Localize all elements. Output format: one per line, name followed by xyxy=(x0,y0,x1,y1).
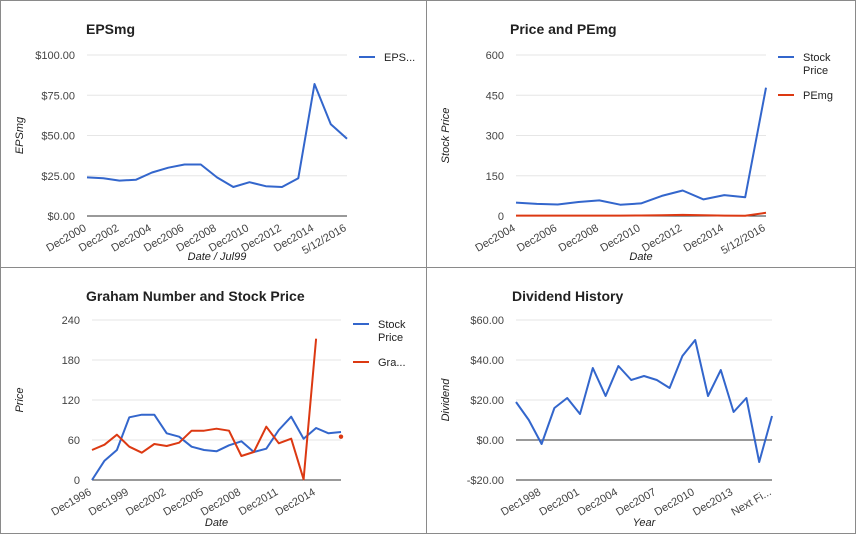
x-tick-label: Dec2013 xyxy=(691,486,735,518)
price-pe-chart-panel: Price and PEmg 0 150 300 450 600 Dec2004 Dec200… xyxy=(426,0,856,268)
y-tick-label: 240 xyxy=(62,315,80,327)
legend-label: Gra... xyxy=(378,357,406,369)
y-tick-label: 120 xyxy=(62,395,80,407)
x-tick-label: Dec2010 xyxy=(653,486,697,518)
y-tick-label: 60 xyxy=(68,435,80,447)
x-tick-label: Dec2005 xyxy=(161,486,205,518)
dividend-chart-panel: Dividend History -$20.00 $0.00 $20.00 $40.00… xyxy=(426,267,856,534)
y-tick-label: $40.00 xyxy=(470,355,504,367)
x-tick-label: Dec1999 xyxy=(87,486,131,518)
x-tick-label: Dec2012 xyxy=(640,222,684,254)
x-tick-label: Dec2008 xyxy=(199,486,243,518)
y-tick-label: 600 xyxy=(486,50,504,62)
y-tick-label: 150 xyxy=(486,171,504,183)
y-tick-label: $100.00 xyxy=(35,50,75,62)
x-tick-label: Dec1998 xyxy=(499,486,543,518)
x-tick-label: Dec2014 xyxy=(273,486,317,518)
legend-label: EPS... xyxy=(384,52,415,64)
price-pe-chart: Price and PEmg0150300450600Dec2004Dec200… xyxy=(440,21,833,263)
x-tick-label: Dec2010 xyxy=(598,222,642,254)
graham-number-chart: Graham Number and Stock Price 0 60 120 180 24… xyxy=(14,288,406,529)
x-axis-title: Year xyxy=(633,517,657,529)
x-tick-label: 5/12/2016 xyxy=(719,222,767,257)
y-tick-label: 180 xyxy=(62,355,80,367)
y-tick-label: $60.00 xyxy=(470,315,504,327)
y-tick-label: $20.00 xyxy=(470,395,504,407)
y-tick-label: 300 xyxy=(486,131,504,143)
x-tick-label: Dec1996 xyxy=(49,486,93,518)
x-tick-label: Dec2002 xyxy=(124,486,168,518)
y-tick-label: -$20.00 xyxy=(467,475,504,487)
chart-title: Graham Number and Stock Price xyxy=(86,288,305,304)
chart-title: EPSmg xyxy=(86,21,135,37)
y-axis-title: Price xyxy=(14,387,26,412)
series-gra-point xyxy=(338,434,344,439)
x-tick-label: Dec2008 xyxy=(557,222,601,254)
y-tick-label: 450 xyxy=(486,90,504,102)
x-tick-label: Dec2004 xyxy=(473,222,517,254)
dividend-history-chart: Dividend History -$20.00 $0.00 $20.00 $40.00… xyxy=(440,288,774,529)
x-tick-label: Dec2006 xyxy=(515,222,559,254)
legend-label: Price xyxy=(803,65,828,77)
y-tick-label: $75.00 xyxy=(41,90,75,102)
y-tick-label: 0 xyxy=(498,211,504,223)
x-tick-label: Dec2011 xyxy=(237,486,280,518)
y-axis-title: EPSmg xyxy=(14,116,26,154)
y-tick-label: 0 xyxy=(74,475,80,487)
x-tick-label: Dec2014 xyxy=(682,222,726,254)
y-tick-label: $0.00 xyxy=(47,211,75,223)
y-axis-title: Dividend xyxy=(440,378,452,422)
series-series-1-line xyxy=(515,339,773,463)
legend-label: Stock xyxy=(378,319,406,331)
y-axis-title: Stock Price xyxy=(440,108,452,164)
y-tick-label: $0.00 xyxy=(476,435,504,447)
series-pemg-line xyxy=(516,211,767,217)
legend-label: PEmg xyxy=(803,90,833,102)
legend-label: Price xyxy=(378,332,403,344)
eps-chart: EPSmg$0.00$25.00$50.00$75.00$100.00Dec20… xyxy=(14,21,415,263)
x-axis-title: Date xyxy=(205,517,228,529)
x-tick-label: Dec2007 xyxy=(614,486,658,518)
eps-chart-panel: EPSmg $0.00 $25.00 $50.00 $75.00 $100.00 Dec20… xyxy=(0,0,427,268)
y-tick-label: $25.00 xyxy=(41,171,75,183)
x-tick-label: Next Fi... xyxy=(729,486,773,518)
legend-label: Stock xyxy=(803,52,831,64)
series-eps-line xyxy=(86,83,348,188)
chart-title: Price and PEmg xyxy=(510,21,617,37)
y-tick-label: $50.00 xyxy=(41,131,75,143)
series-stock-price-line xyxy=(515,87,767,206)
x-tick-label: Dec2004 xyxy=(576,486,620,518)
x-axis-title: Date xyxy=(629,251,652,263)
series-gra-line xyxy=(91,338,318,481)
chart-title: Dividend History xyxy=(512,288,623,304)
graham-chart-panel: Graham Number and Stock Price 0 60 120 180 24… xyxy=(0,267,427,534)
x-tick-label: Dec2001 xyxy=(537,486,581,518)
x-axis-title: Date / Jul99 xyxy=(188,251,247,263)
series-stock-price-line xyxy=(91,413,342,481)
